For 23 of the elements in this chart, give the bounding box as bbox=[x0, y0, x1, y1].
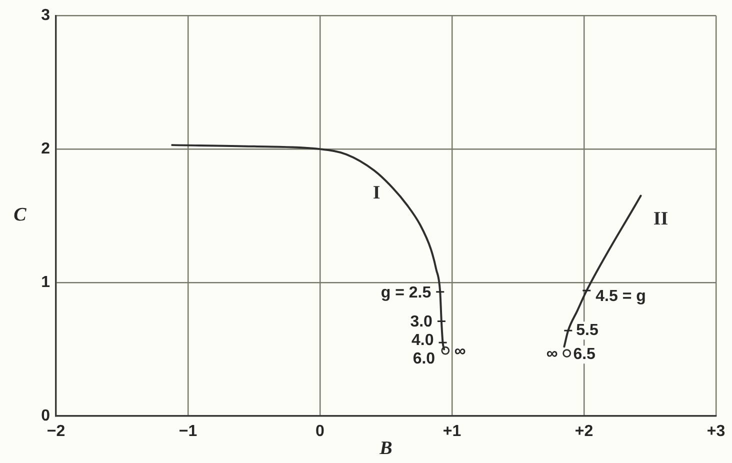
y-tick-label: 1 bbox=[41, 274, 50, 291]
annotation: 6.5 bbox=[573, 346, 596, 364]
x-tick-label: +2 bbox=[574, 423, 594, 440]
series-label: I bbox=[372, 182, 380, 204]
annotation: ∞ bbox=[454, 343, 466, 360]
y-axis-title: C bbox=[14, 204, 27, 226]
annotation: 4.5 = g bbox=[596, 288, 646, 305]
y-tick-label: 0 bbox=[41, 407, 50, 424]
x-tick-label: −2 bbox=[46, 423, 66, 440]
annotation: ∞ bbox=[546, 346, 558, 363]
x-tick-label: +1 bbox=[442, 423, 462, 440]
annotation: 3.0 bbox=[410, 314, 433, 331]
annotation: 4.0 bbox=[412, 332, 434, 349]
annotation: 5.5 bbox=[576, 322, 599, 339]
y-tick-label: 3 bbox=[41, 7, 50, 24]
x-tick-label: −1 bbox=[178, 423, 198, 440]
y-tick-label: 2 bbox=[41, 140, 50, 158]
x-axis-title: B bbox=[378, 438, 392, 459]
x-tick-label: +3 bbox=[706, 423, 726, 440]
annotation: 6.0 bbox=[412, 350, 436, 368]
x-tick-label: 0 bbox=[316, 423, 325, 440]
annotation: g = 2.5 bbox=[380, 284, 432, 302]
series-label: II bbox=[653, 208, 668, 230]
